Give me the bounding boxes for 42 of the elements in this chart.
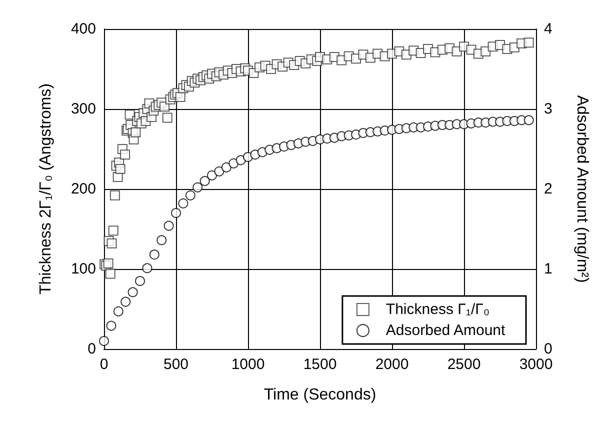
point <box>142 263 152 274</box>
point <box>200 176 210 186</box>
legend-label: Thickness Γ₁/Γ₀ <box>386 301 490 318</box>
y-axis-title: Thickness 2Γ₁/Γ₀ (Angstroms) <box>38 83 54 295</box>
x-tick-label: 1500 <box>303 356 337 373</box>
point <box>113 306 124 316</box>
point <box>135 276 145 286</box>
y2-tick-label: 3 <box>544 100 552 118</box>
y2-tick-label: 2 <box>544 180 552 198</box>
x-axis-title: Time (Seconds) <box>264 386 376 404</box>
y2-tick-label: 4 <box>544 20 552 38</box>
y-tick-label: 300 <box>70 100 96 118</box>
point <box>221 162 232 172</box>
point <box>149 250 160 260</box>
y-tick-label: 0 <box>88 340 96 358</box>
point <box>228 158 239 168</box>
x-tick-label: 500 <box>163 356 189 373</box>
point <box>164 220 174 231</box>
y-tick-label: 200 <box>70 180 96 198</box>
point <box>99 336 109 346</box>
x-tick-label: 3000 <box>519 356 553 373</box>
point <box>120 296 131 307</box>
point <box>524 115 534 126</box>
point <box>214 166 224 176</box>
y2-tick-label: 0 <box>544 340 552 358</box>
point <box>171 208 181 218</box>
y2-tick-label: 1 <box>544 260 552 278</box>
x-tick-label: 0 <box>100 356 108 373</box>
x-tick-label: 2000 <box>375 356 409 373</box>
y-tick-label: 100 <box>70 260 96 278</box>
point <box>185 190 196 200</box>
x-tick-label: 2500 <box>447 356 481 373</box>
legend-label: Adsorbed Amount <box>386 322 506 339</box>
point <box>156 235 167 246</box>
point <box>128 287 138 298</box>
y2-axis-title: Adsorbed Amount (mg/m²) <box>574 95 590 283</box>
point <box>106 320 116 331</box>
y-tick-label: 400 <box>70 20 96 38</box>
point <box>178 198 188 208</box>
point <box>192 182 203 192</box>
point <box>207 170 217 180</box>
x-tick-label: 1000 <box>231 356 265 373</box>
